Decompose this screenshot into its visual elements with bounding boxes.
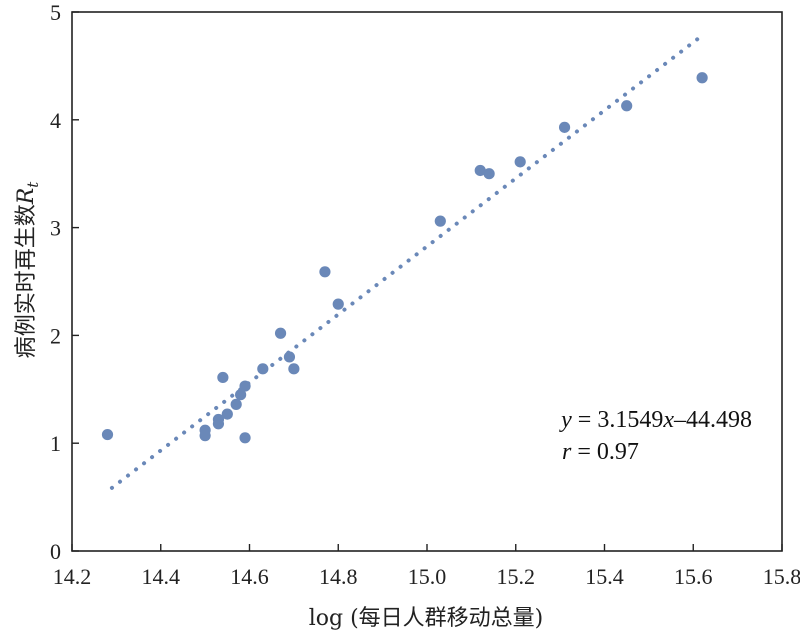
y-tick-label: 4 <box>50 108 61 133</box>
eq-x: x <box>662 407 674 433</box>
y-axis-title-subscript: t <box>24 181 42 188</box>
data-points <box>101 72 708 444</box>
data-point <box>239 432 251 444</box>
plot-frame <box>71 11 783 552</box>
x-tick-label: 15.0 <box>408 564 447 589</box>
y-axis-ticks: 0 1 2 3 4 5 <box>50 0 79 564</box>
y-tick-label: 0 <box>50 539 61 564</box>
data-point <box>483 168 495 180</box>
regression-equation: y = 3.1549x–44.498 <box>559 407 752 433</box>
data-point <box>514 156 526 168</box>
data-point <box>230 398 242 410</box>
data-point <box>101 428 114 441</box>
data-point <box>474 164 486 177</box>
x-tick-label: 14.4 <box>142 564 181 589</box>
plot-border <box>71 11 783 552</box>
data-point <box>621 100 633 112</box>
x-axis-ticks: 14.2 14.4 14.6 14.8 15.0 15.2 15.4 15.6 15.8 <box>53 544 800 589</box>
data-point <box>332 298 344 310</box>
x-tick-label: 15.6 <box>674 564 713 589</box>
correlation-coefficient: r = 0.97 <box>562 439 639 465</box>
data-point <box>434 215 446 227</box>
y-tick-label: 3 <box>50 216 61 241</box>
data-point <box>235 389 247 401</box>
fit-line <box>109 33 705 490</box>
x-tick-label: 15.4 <box>585 564 624 589</box>
r-symbol: r <box>562 439 572 465</box>
data-point <box>221 408 233 420</box>
data-point <box>212 418 225 430</box>
data-point <box>257 363 269 375</box>
y-tick-label: 5 <box>50 0 61 25</box>
data-point <box>319 266 331 278</box>
data-point <box>199 430 211 442</box>
y-tick-label: 2 <box>50 323 61 348</box>
regression-line <box>109 33 705 490</box>
x-tick-label: 15.8 <box>763 564 800 589</box>
data-point <box>274 327 287 339</box>
data-point <box>283 351 296 363</box>
data-point <box>696 72 708 84</box>
y-axis-title: 病例实时再生数Rt <box>14 181 42 359</box>
eq-y: y <box>559 407 572 433</box>
x-tick-label: 14.6 <box>230 564 269 589</box>
data-point <box>288 363 300 375</box>
x-axis-title: log (每日人群移动总量) <box>309 606 544 631</box>
eq-coef: = 3.1549 <box>572 407 664 433</box>
x-tick-label: 15.2 <box>497 564 536 589</box>
data-point <box>239 380 251 392</box>
data-point <box>558 121 571 133</box>
y-axis-title-variable: R <box>14 188 39 206</box>
y-tick-label: 1 <box>50 431 61 456</box>
data-point <box>217 371 229 384</box>
eq-intercept: –44.498 <box>673 407 752 433</box>
y-axis-title-main: 病例实时再生数 <box>14 204 39 358</box>
x-tick-label: 14.2 <box>53 564 92 589</box>
r-value: = 0.97 <box>571 439 639 465</box>
x-tick-label: 14.8 <box>319 564 358 589</box>
